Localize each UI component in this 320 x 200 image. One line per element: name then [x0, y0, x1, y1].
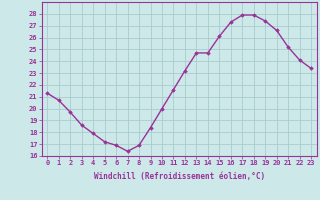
- X-axis label: Windchill (Refroidissement éolien,°C): Windchill (Refroidissement éolien,°C): [94, 172, 265, 181]
